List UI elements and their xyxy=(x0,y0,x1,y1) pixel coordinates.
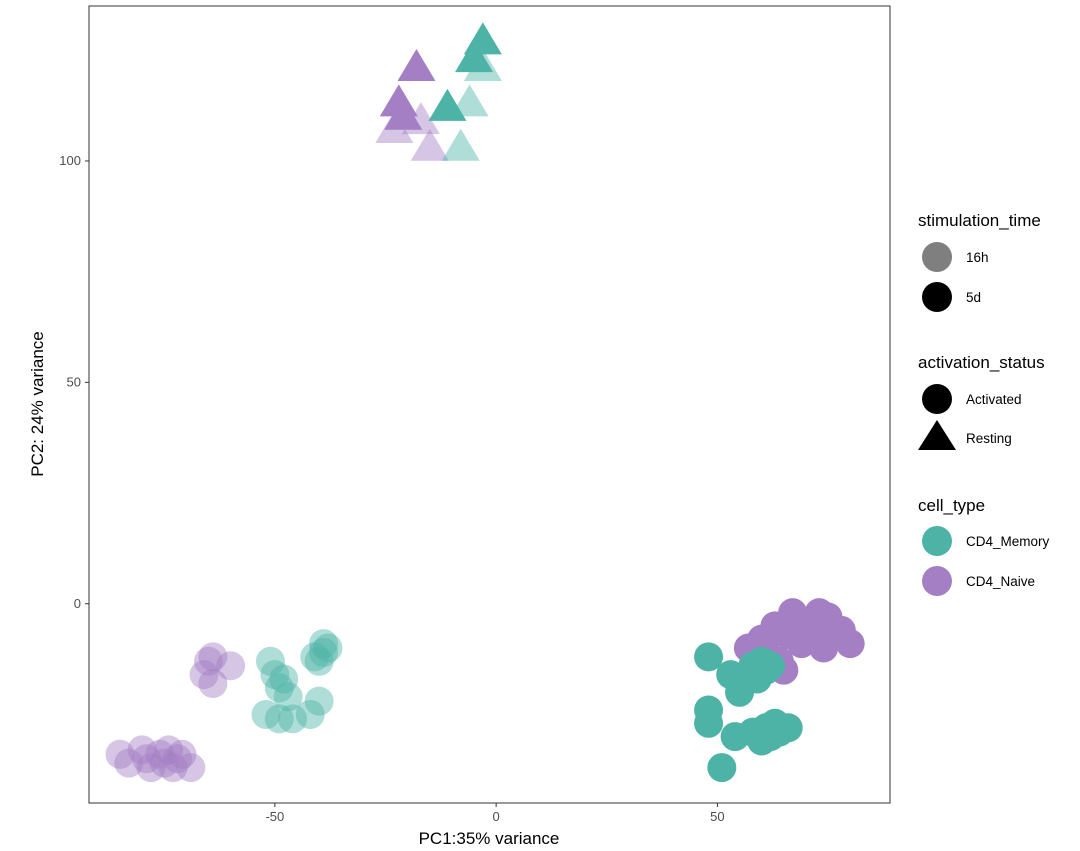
activated-point-marker xyxy=(145,739,175,769)
activated-point-marker xyxy=(127,735,157,765)
activated-point-marker xyxy=(198,642,228,672)
activated-point-marker xyxy=(193,646,223,676)
activated-point-marker xyxy=(773,713,803,743)
activated-point-marker xyxy=(313,633,343,663)
activated-point-marker xyxy=(304,646,334,676)
activated-point-marker xyxy=(198,668,228,698)
legend-title-activation-status: activation_status xyxy=(918,353,1045,372)
activated-point-marker xyxy=(114,748,144,778)
activated-point-marker xyxy=(216,651,246,681)
activated-point-marker xyxy=(694,708,724,738)
resting-point-marker xyxy=(463,22,502,55)
x-tick-label: -50 xyxy=(265,809,284,824)
legend-stimulation-time: stimulation_time 16h 5d xyxy=(918,211,1041,312)
activated-point-marker xyxy=(273,682,303,712)
activated-point-marker xyxy=(163,744,193,774)
legend-label-5d: 5d xyxy=(966,290,981,305)
legend-label-cd4-memory: CD4_Memory xyxy=(966,534,1050,549)
activated-point-marker xyxy=(176,753,206,783)
x-axis: -50 0 50 PC1:35% variance xyxy=(265,803,725,848)
activated-point-marker xyxy=(707,753,737,783)
legend-label-cd4-naive: CD4_Naive xyxy=(966,574,1035,589)
activated-point-marker xyxy=(309,637,339,667)
resting-point-marker xyxy=(410,128,449,161)
activated-point-marker xyxy=(149,748,179,778)
points-layer xyxy=(105,22,865,783)
legend-label-activated: Activated xyxy=(966,392,1022,407)
activated-point-marker xyxy=(835,629,865,659)
activated-point-marker xyxy=(756,651,786,681)
activated-point-marker xyxy=(264,704,294,734)
legend-label-resting: Resting xyxy=(966,431,1012,446)
legend-key-cd4-naive xyxy=(922,566,952,596)
activated-point-marker xyxy=(300,642,330,672)
resting-point-marker xyxy=(450,84,489,117)
activated-point-marker xyxy=(105,739,135,769)
legend-key-16h xyxy=(922,242,952,272)
activated-point-marker xyxy=(694,642,724,672)
legend-label-16h: 16h xyxy=(966,250,989,265)
legend-activation-status: activation_status Activated Resting xyxy=(918,353,1045,450)
activated-point-marker xyxy=(269,664,299,694)
activated-point-marker xyxy=(309,629,339,659)
legend-title-stimulation-time: stimulation_time xyxy=(918,211,1041,230)
activated-point-marker xyxy=(260,660,290,690)
activated-point-marker xyxy=(304,686,334,716)
activated-point-marker xyxy=(295,699,325,729)
activated-point-marker xyxy=(255,646,285,676)
resting-point-marker xyxy=(455,40,494,73)
activated-point-marker xyxy=(251,699,281,729)
resting-point-marker xyxy=(384,97,423,130)
activated-point-marker xyxy=(136,753,166,783)
y-axis-title: PC2: 24% variance xyxy=(28,331,47,477)
activated-point-marker xyxy=(154,735,184,765)
activated-point-marker xyxy=(158,753,188,783)
legend-cell-type: cell_type CD4_Memory CD4_Naive xyxy=(918,496,1050,596)
legend-key-activated xyxy=(922,384,952,414)
activated-point-marker xyxy=(167,739,197,769)
activated-point-marker xyxy=(264,673,294,703)
activated-point-marker xyxy=(278,704,308,734)
x-axis-title: PC1:35% variance xyxy=(419,829,560,848)
x-tick-label: 50 xyxy=(710,809,724,824)
x-tick-label: 0 xyxy=(493,809,500,824)
resting-point-marker xyxy=(428,88,467,121)
resting-point-marker xyxy=(397,48,436,81)
resting-point-marker xyxy=(441,128,480,161)
y-axis: 0 50 100 PC2: 24% variance xyxy=(28,153,89,611)
legend: stimulation_time 16h 5d activation_statu… xyxy=(918,211,1050,596)
legend-key-5d xyxy=(922,282,952,312)
y-tick-label: 0 xyxy=(74,596,81,611)
y-tick-label: 50 xyxy=(67,374,81,389)
legend-title-cell-type: cell_type xyxy=(918,496,985,515)
activated-point-marker xyxy=(189,660,219,690)
legend-key-cd4-memory xyxy=(922,526,952,556)
y-tick-label: 100 xyxy=(59,153,81,168)
activated-point-marker xyxy=(132,744,162,774)
legend-key-resting xyxy=(918,420,956,450)
